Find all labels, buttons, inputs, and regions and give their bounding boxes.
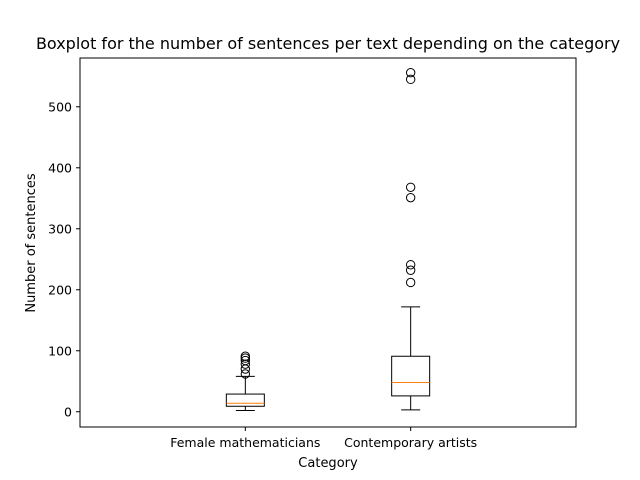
outlier-contemporary-artists-1 <box>405 265 416 275</box>
y-tick-label-500: 500 <box>48 99 72 114</box>
y-tick-label-100: 100 <box>48 343 72 358</box>
plot-frame <box>79 57 577 428</box>
chart-title: Boxplot for the number of sentences per … <box>36 34 620 53</box>
y-tick-label-300: 300 <box>48 221 72 236</box>
outlier-female-mathematicians-5 <box>240 351 251 361</box>
outlier-contemporary-artists-3 <box>405 192 416 203</box>
plot-area: 0 100 200 300 400 500 Female mathematicians Con… <box>48 57 577 450</box>
box-contemporary-artists <box>391 355 431 397</box>
x-axis-label: Category <box>298 456 358 471</box>
outlier-contemporary-artists-5 <box>405 74 416 85</box>
outlier-female-mathematicians-1 <box>240 364 251 374</box>
x-tick-label-contemporary-artists: Contemporary artists <box>344 435 477 450</box>
outlier-contemporary-artists-6 <box>405 67 416 78</box>
outlier-female-mathematicians-0 <box>240 369 251 379</box>
x-tick-label-female-mathematicians: Female mathematicians <box>170 435 320 450</box>
y-tick-label-200: 200 <box>48 282 72 297</box>
outlier-female-mathematicians-3 <box>240 355 251 366</box>
y-tick-label-0: 0 <box>64 404 72 419</box>
outlier-contemporary-artists-0 <box>405 277 416 288</box>
outlier-contemporary-artists-2 <box>405 260 416 270</box>
y-tick-label-400: 400 <box>48 160 72 175</box>
outlier-contemporary-artists-4 <box>405 182 416 193</box>
box-female-mathematicians <box>225 393 265 407</box>
y-axis-label: Number of sentences <box>24 173 39 313</box>
